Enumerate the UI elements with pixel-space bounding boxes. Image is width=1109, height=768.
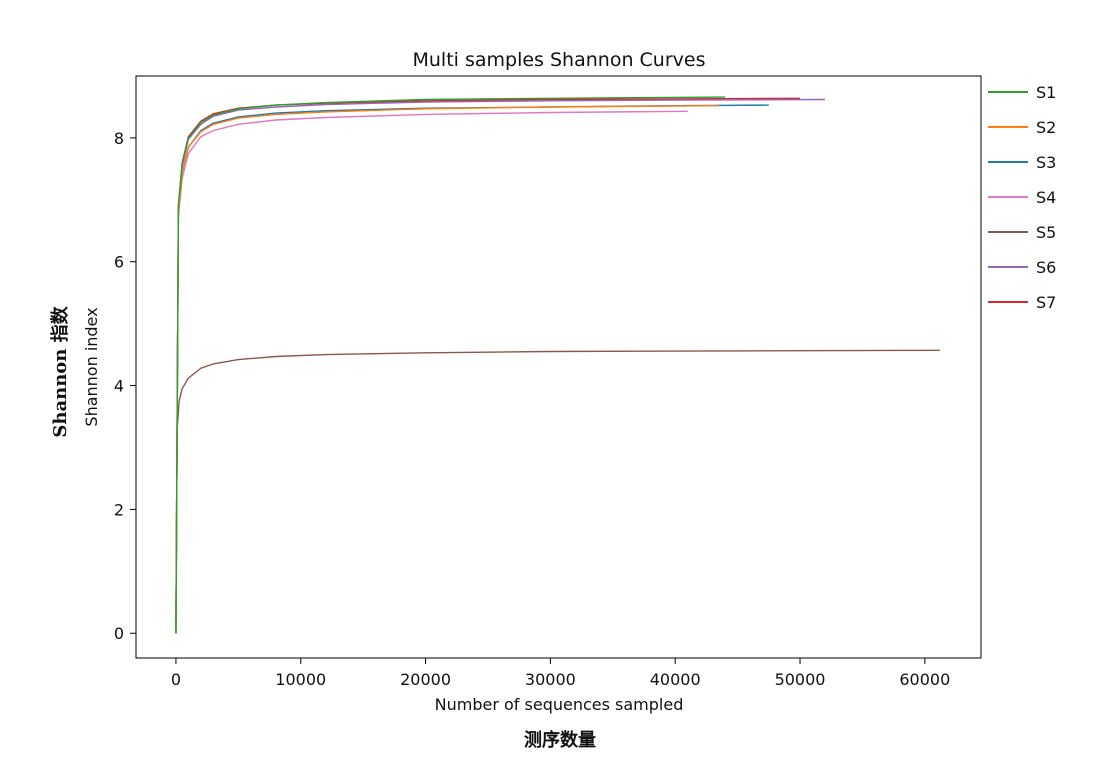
y-tick-label: 0 — [114, 624, 124, 643]
legend-label-s2: S2 — [1036, 118, 1056, 137]
legend: S1 S2 S3 S4 S5 S6 S7 — [988, 83, 1056, 312]
x-tick-label: 30000 — [525, 670, 576, 689]
x-tick-label: 0 — [171, 670, 181, 689]
legend-label-s4: S4 — [1036, 188, 1056, 207]
series-line-s6 — [175, 98, 826, 634]
x-tick-label: 40000 — [650, 670, 701, 689]
legend-label-s3: S3 — [1036, 153, 1056, 172]
series-line-s1 — [175, 96, 726, 634]
y-axis-ticks: 0 2 4 6 8 — [114, 129, 136, 643]
series-line-s3 — [175, 104, 769, 634]
series-line-s4 — [175, 110, 688, 634]
x-axis-label-chinese: 测序数量 — [524, 729, 596, 751]
series-line-s5 — [175, 349, 940, 634]
x-axis-ticks: 0 10000 20000 30000 40000 50000 60000 — [171, 658, 950, 689]
x-tick-label: 20000 — [400, 670, 451, 689]
legend-label-s7: S7 — [1036, 293, 1056, 312]
x-tick-label: 50000 — [775, 670, 826, 689]
x-tick-label: 60000 — [899, 670, 950, 689]
y-axis-label-chinese: Shannon 指数 — [49, 305, 71, 437]
y-tick-label: 4 — [114, 377, 124, 396]
y-tick-label: 6 — [114, 253, 124, 272]
series-line-s7 — [175, 97, 801, 634]
x-axis-label: Number of sequences sampled — [435, 695, 684, 714]
plot-area — [175, 96, 940, 634]
series-line-s2 — [175, 105, 719, 634]
y-axis-label: Shannon index — [82, 307, 101, 426]
legend-label-s1: S1 — [1036, 83, 1056, 102]
y-tick-label: 2 — [114, 500, 124, 519]
legend-label-s6: S6 — [1036, 258, 1056, 277]
plot-frame — [135, 75, 982, 659]
legend-label-s5: S5 — [1036, 223, 1056, 242]
chart-title: Multi samples Shannon Curves — [413, 49, 706, 71]
x-tick-label: 10000 — [275, 670, 326, 689]
y-tick-label: 8 — [114, 129, 124, 148]
